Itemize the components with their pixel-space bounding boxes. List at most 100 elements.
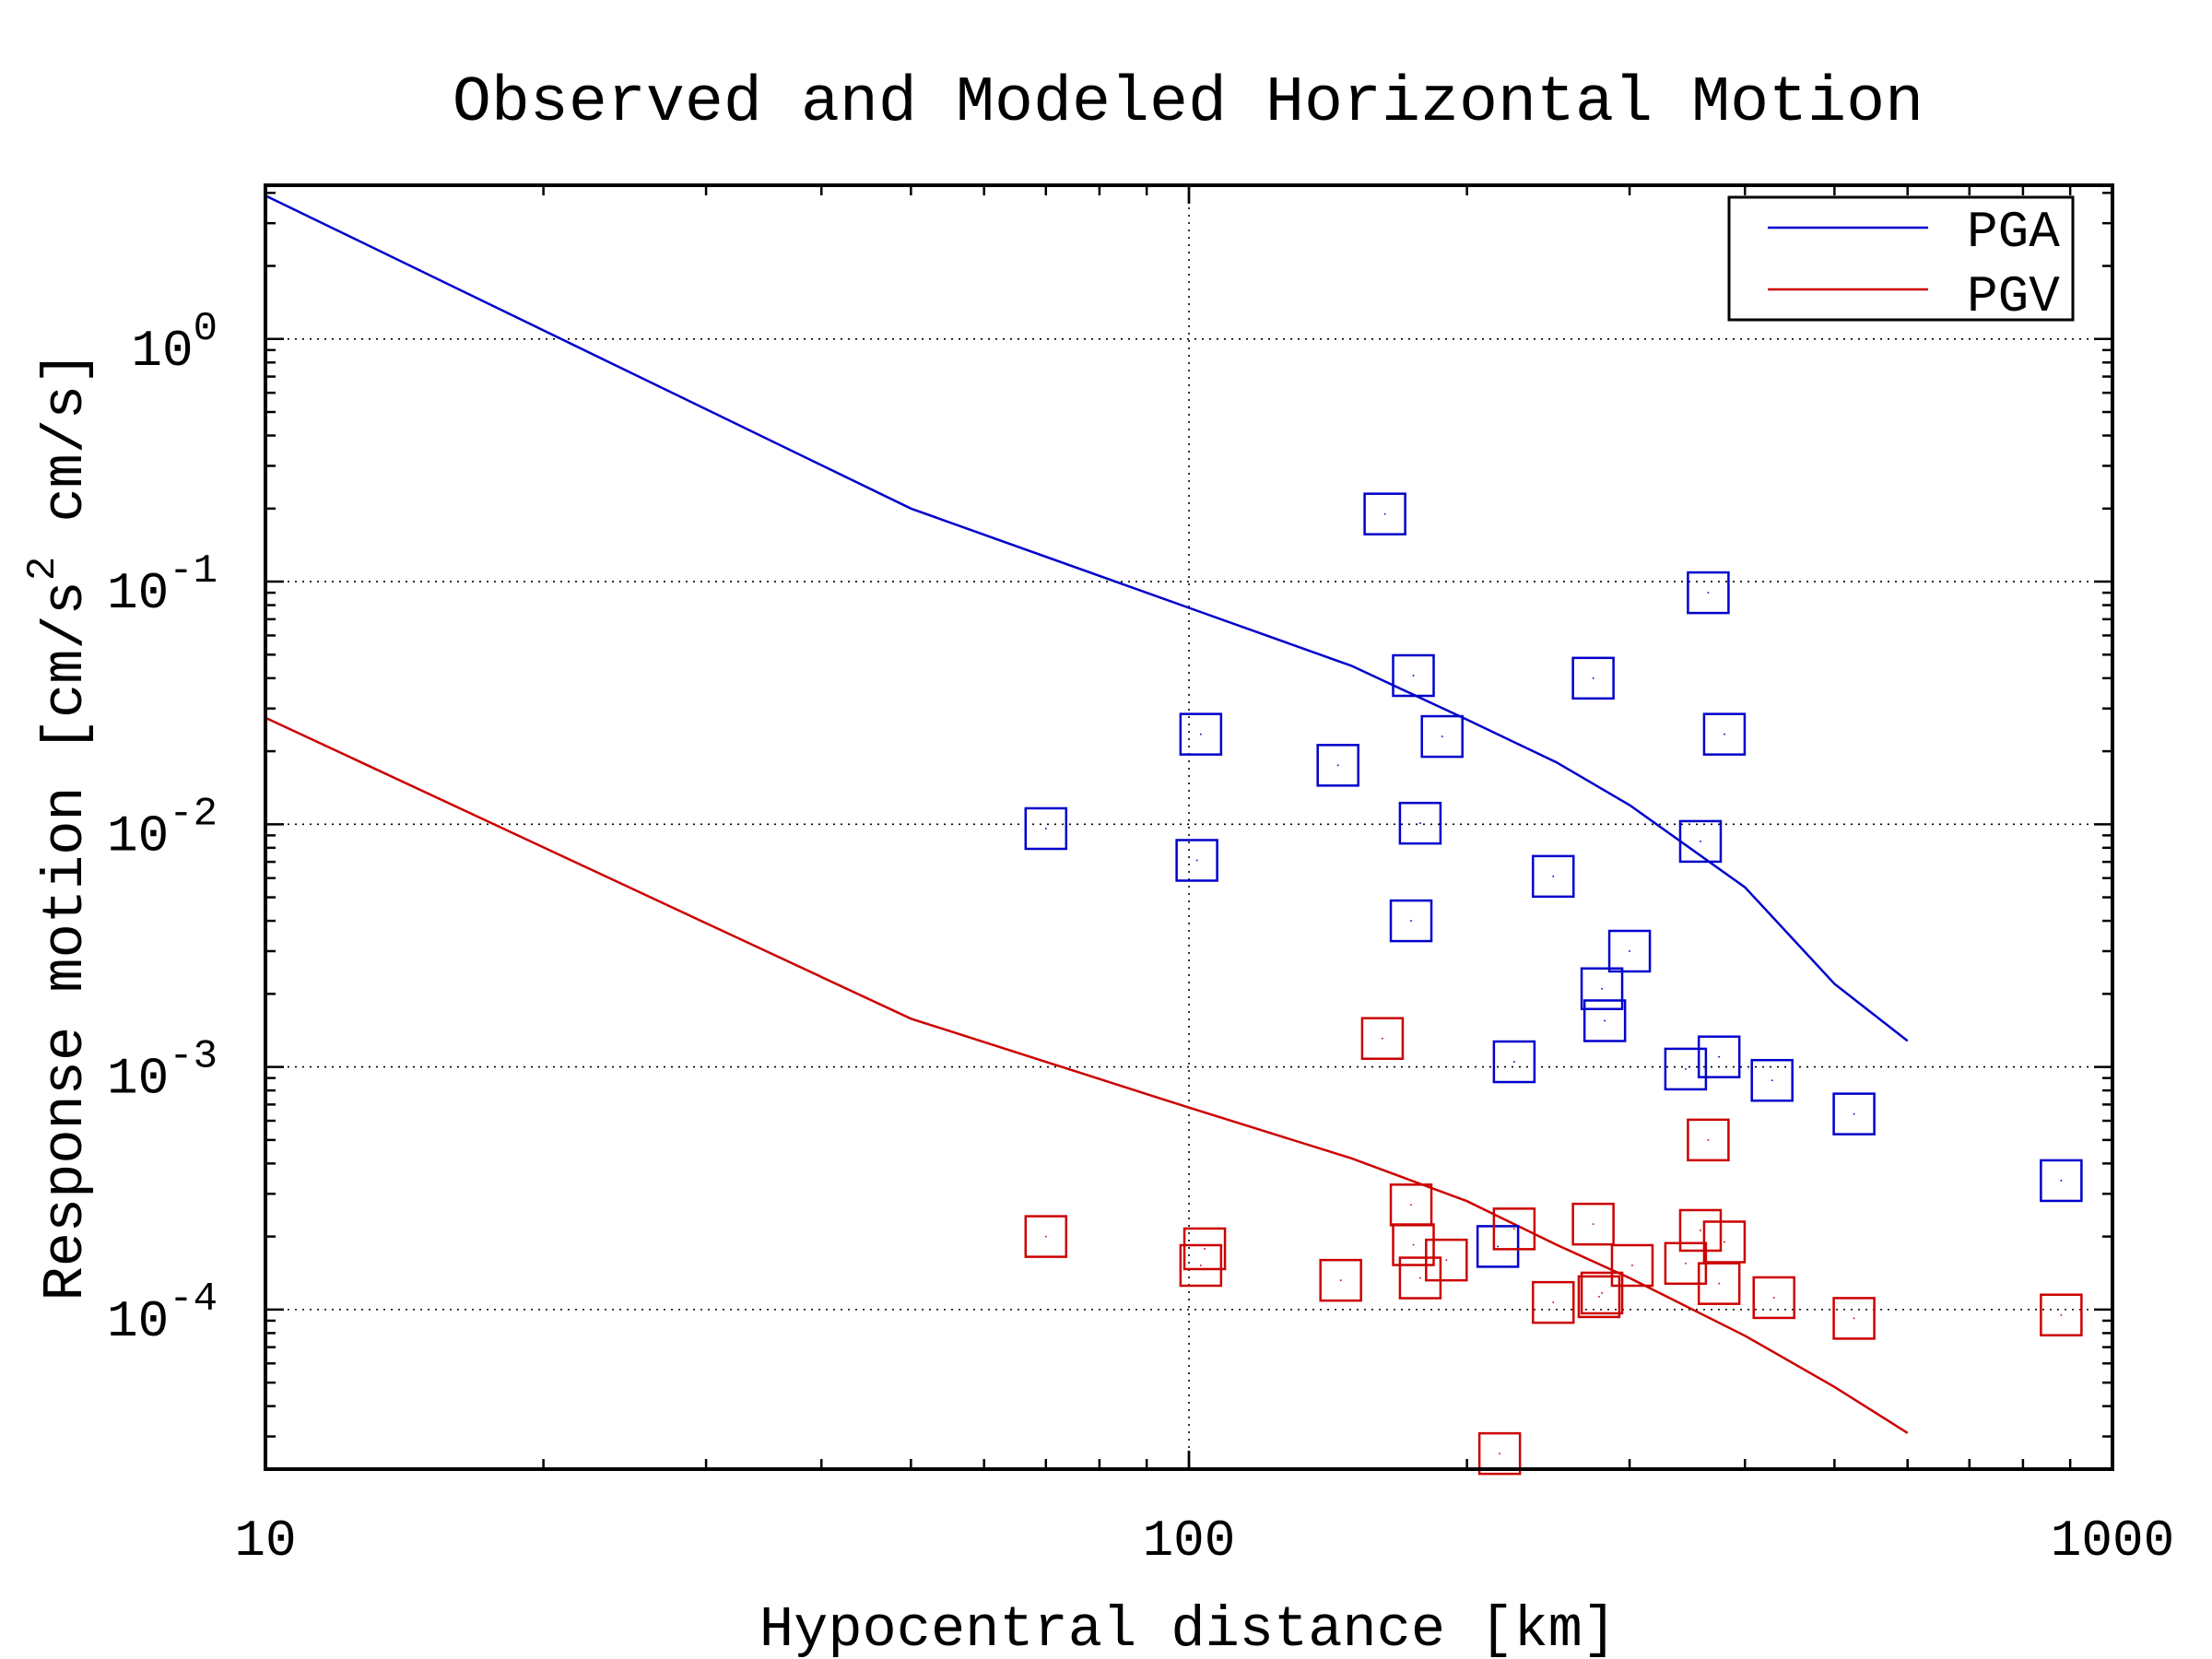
pgv-data-point-center xyxy=(1513,1228,1515,1230)
pgv-data-point xyxy=(1398,1256,1442,1300)
pga-data-point xyxy=(1832,1092,1876,1135)
y-tick-label: 10-3 xyxy=(107,1034,218,1109)
pga-data-point xyxy=(1678,819,1723,864)
pgv-data-point-center xyxy=(1412,1243,1415,1246)
pga-data-point-center xyxy=(1410,920,1412,922)
x-tick-label: 10 xyxy=(234,1512,296,1571)
pga-data-point-center xyxy=(1629,950,1630,952)
y-tick-label-exponent: -1 xyxy=(169,548,218,594)
y-axis-label-superscript: 2 xyxy=(20,557,66,581)
pga-data-point xyxy=(1571,656,1615,700)
pga-data-point-center xyxy=(1685,1068,1687,1070)
pga-data-point-center xyxy=(1601,987,1603,990)
pga-data-point xyxy=(1476,1225,1520,1268)
pga-data-point-center xyxy=(1592,677,1594,679)
pga-data-point xyxy=(1316,744,1359,787)
legend-label-pgv: PGV xyxy=(1967,267,2060,326)
x-axis-label: Hypocentral distance [km] xyxy=(759,1597,1617,1659)
pga-data-point xyxy=(1179,712,1223,756)
x-tick-label: 100 xyxy=(1143,1512,1236,1571)
pga-data-point-center xyxy=(1200,733,1202,735)
pgv-data-point-center xyxy=(1592,1223,1594,1225)
y-tick-label-exponent: -2 xyxy=(169,791,218,837)
pgv-data-point-center xyxy=(1853,1317,1855,1320)
y-axis-label-main: Response motion [cm/s xyxy=(33,581,99,1300)
pga-data-point xyxy=(2040,1159,2083,1203)
pga-data-point xyxy=(1392,653,1435,698)
y-tick-label: 10-1 xyxy=(107,548,218,623)
pgv-data-point-center xyxy=(1499,1453,1500,1454)
pga-data-point xyxy=(1687,571,1730,615)
pga-data-point-center xyxy=(1707,592,1710,594)
pgv-data-point xyxy=(1182,1227,1227,1271)
x-tick-labels: 10 100 1000 xyxy=(234,1512,2174,1571)
pgv-data-point xyxy=(2040,1293,2083,1336)
pga-data-point xyxy=(1363,492,1406,535)
pga-data-point-center xyxy=(1513,1061,1515,1063)
pgv-data-point xyxy=(1832,1297,1876,1340)
pgv-data-point xyxy=(1319,1258,1362,1302)
pga-data-point xyxy=(1492,1040,1536,1084)
pgv-data-point xyxy=(1179,1243,1223,1288)
pga-data-point xyxy=(1607,929,1652,973)
pga-model-curve xyxy=(265,194,1909,1042)
pgv-data-point xyxy=(1425,1238,1468,1282)
pga-data-point-center xyxy=(1441,735,1443,737)
y-tick-label-exponent: -4 xyxy=(169,1277,218,1323)
pgv-data-point-center xyxy=(1700,1230,1701,1231)
legend-box xyxy=(1727,195,2075,322)
pgv-data-point-center xyxy=(1631,1265,1633,1266)
pgv-model-curve xyxy=(265,716,1909,1434)
y-axis-label: Response motion [cm/s2 cm/s] xyxy=(20,351,99,1301)
pga-data-point-center xyxy=(1383,512,1386,515)
y-tick-label-base: 10 xyxy=(107,806,169,865)
y-tick-label: 100 xyxy=(131,306,218,381)
pgv-data-point xyxy=(1687,1118,1730,1162)
pga-data-point xyxy=(1389,899,1433,943)
grid xyxy=(265,185,2112,1469)
pga-data-point-center xyxy=(1724,733,1725,735)
pgv-data-point-center xyxy=(1200,1265,1202,1266)
pga-data-point xyxy=(1664,1047,1708,1091)
pga-data-point-center xyxy=(1044,828,1047,830)
pgv-data-point xyxy=(1752,1276,1795,1320)
pgv-data-point xyxy=(1571,1202,1615,1246)
pgv-data-point xyxy=(1610,1243,1654,1288)
chart-title: Observed and Modeled Horizontal Motion xyxy=(453,67,1924,140)
pgv-data-point-center xyxy=(1445,1259,1448,1261)
pga-data-point-center xyxy=(1718,1055,1720,1058)
pgv-data-point-center xyxy=(1204,1248,1206,1250)
pgv-data-point-center xyxy=(1410,1204,1412,1206)
y-tick-label-base: 10 xyxy=(107,1050,169,1109)
pga-data-point-center xyxy=(1412,675,1415,677)
pga-data-point-center xyxy=(1853,1112,1855,1115)
y-tick-label-base: 10 xyxy=(131,322,193,381)
pgv-data-point-center xyxy=(1339,1279,1342,1281)
model-curves xyxy=(265,194,1909,1434)
pga-data-point-center xyxy=(2060,1180,2063,1182)
pga-data-point xyxy=(1583,999,1627,1042)
pga-data-point-center xyxy=(1195,859,1198,862)
y-tick-label: 10-4 xyxy=(107,1277,218,1351)
pga-data-point-center xyxy=(1700,841,1701,842)
y-tick-label-base: 10 xyxy=(107,1292,169,1351)
pgv-data-point xyxy=(1580,1271,1624,1315)
pgv-data-point-center xyxy=(1044,1235,1047,1238)
pga-data-point xyxy=(1420,714,1464,759)
pgv-data-point-center xyxy=(1707,1139,1710,1141)
pgv-data-point-center xyxy=(1419,1277,1421,1279)
pga-data-point xyxy=(1750,1058,1794,1102)
y-tick-label-exponent: 0 xyxy=(194,306,218,352)
legend-label-pga: PGA xyxy=(1967,203,2060,262)
pgv-data-point xyxy=(1477,1431,1522,1476)
pgv-data-point-center xyxy=(1601,1292,1603,1294)
y-axis-label-tail: cm/s] xyxy=(33,351,99,557)
pgv-data-point xyxy=(1577,1275,1621,1319)
pga-data-point xyxy=(1398,801,1442,845)
pgv-data-point xyxy=(1492,1207,1536,1251)
pgv-data-point xyxy=(1360,1017,1405,1060)
pgv-data-point-center xyxy=(1382,1037,1383,1040)
pgv-data-point xyxy=(1531,1280,1575,1324)
